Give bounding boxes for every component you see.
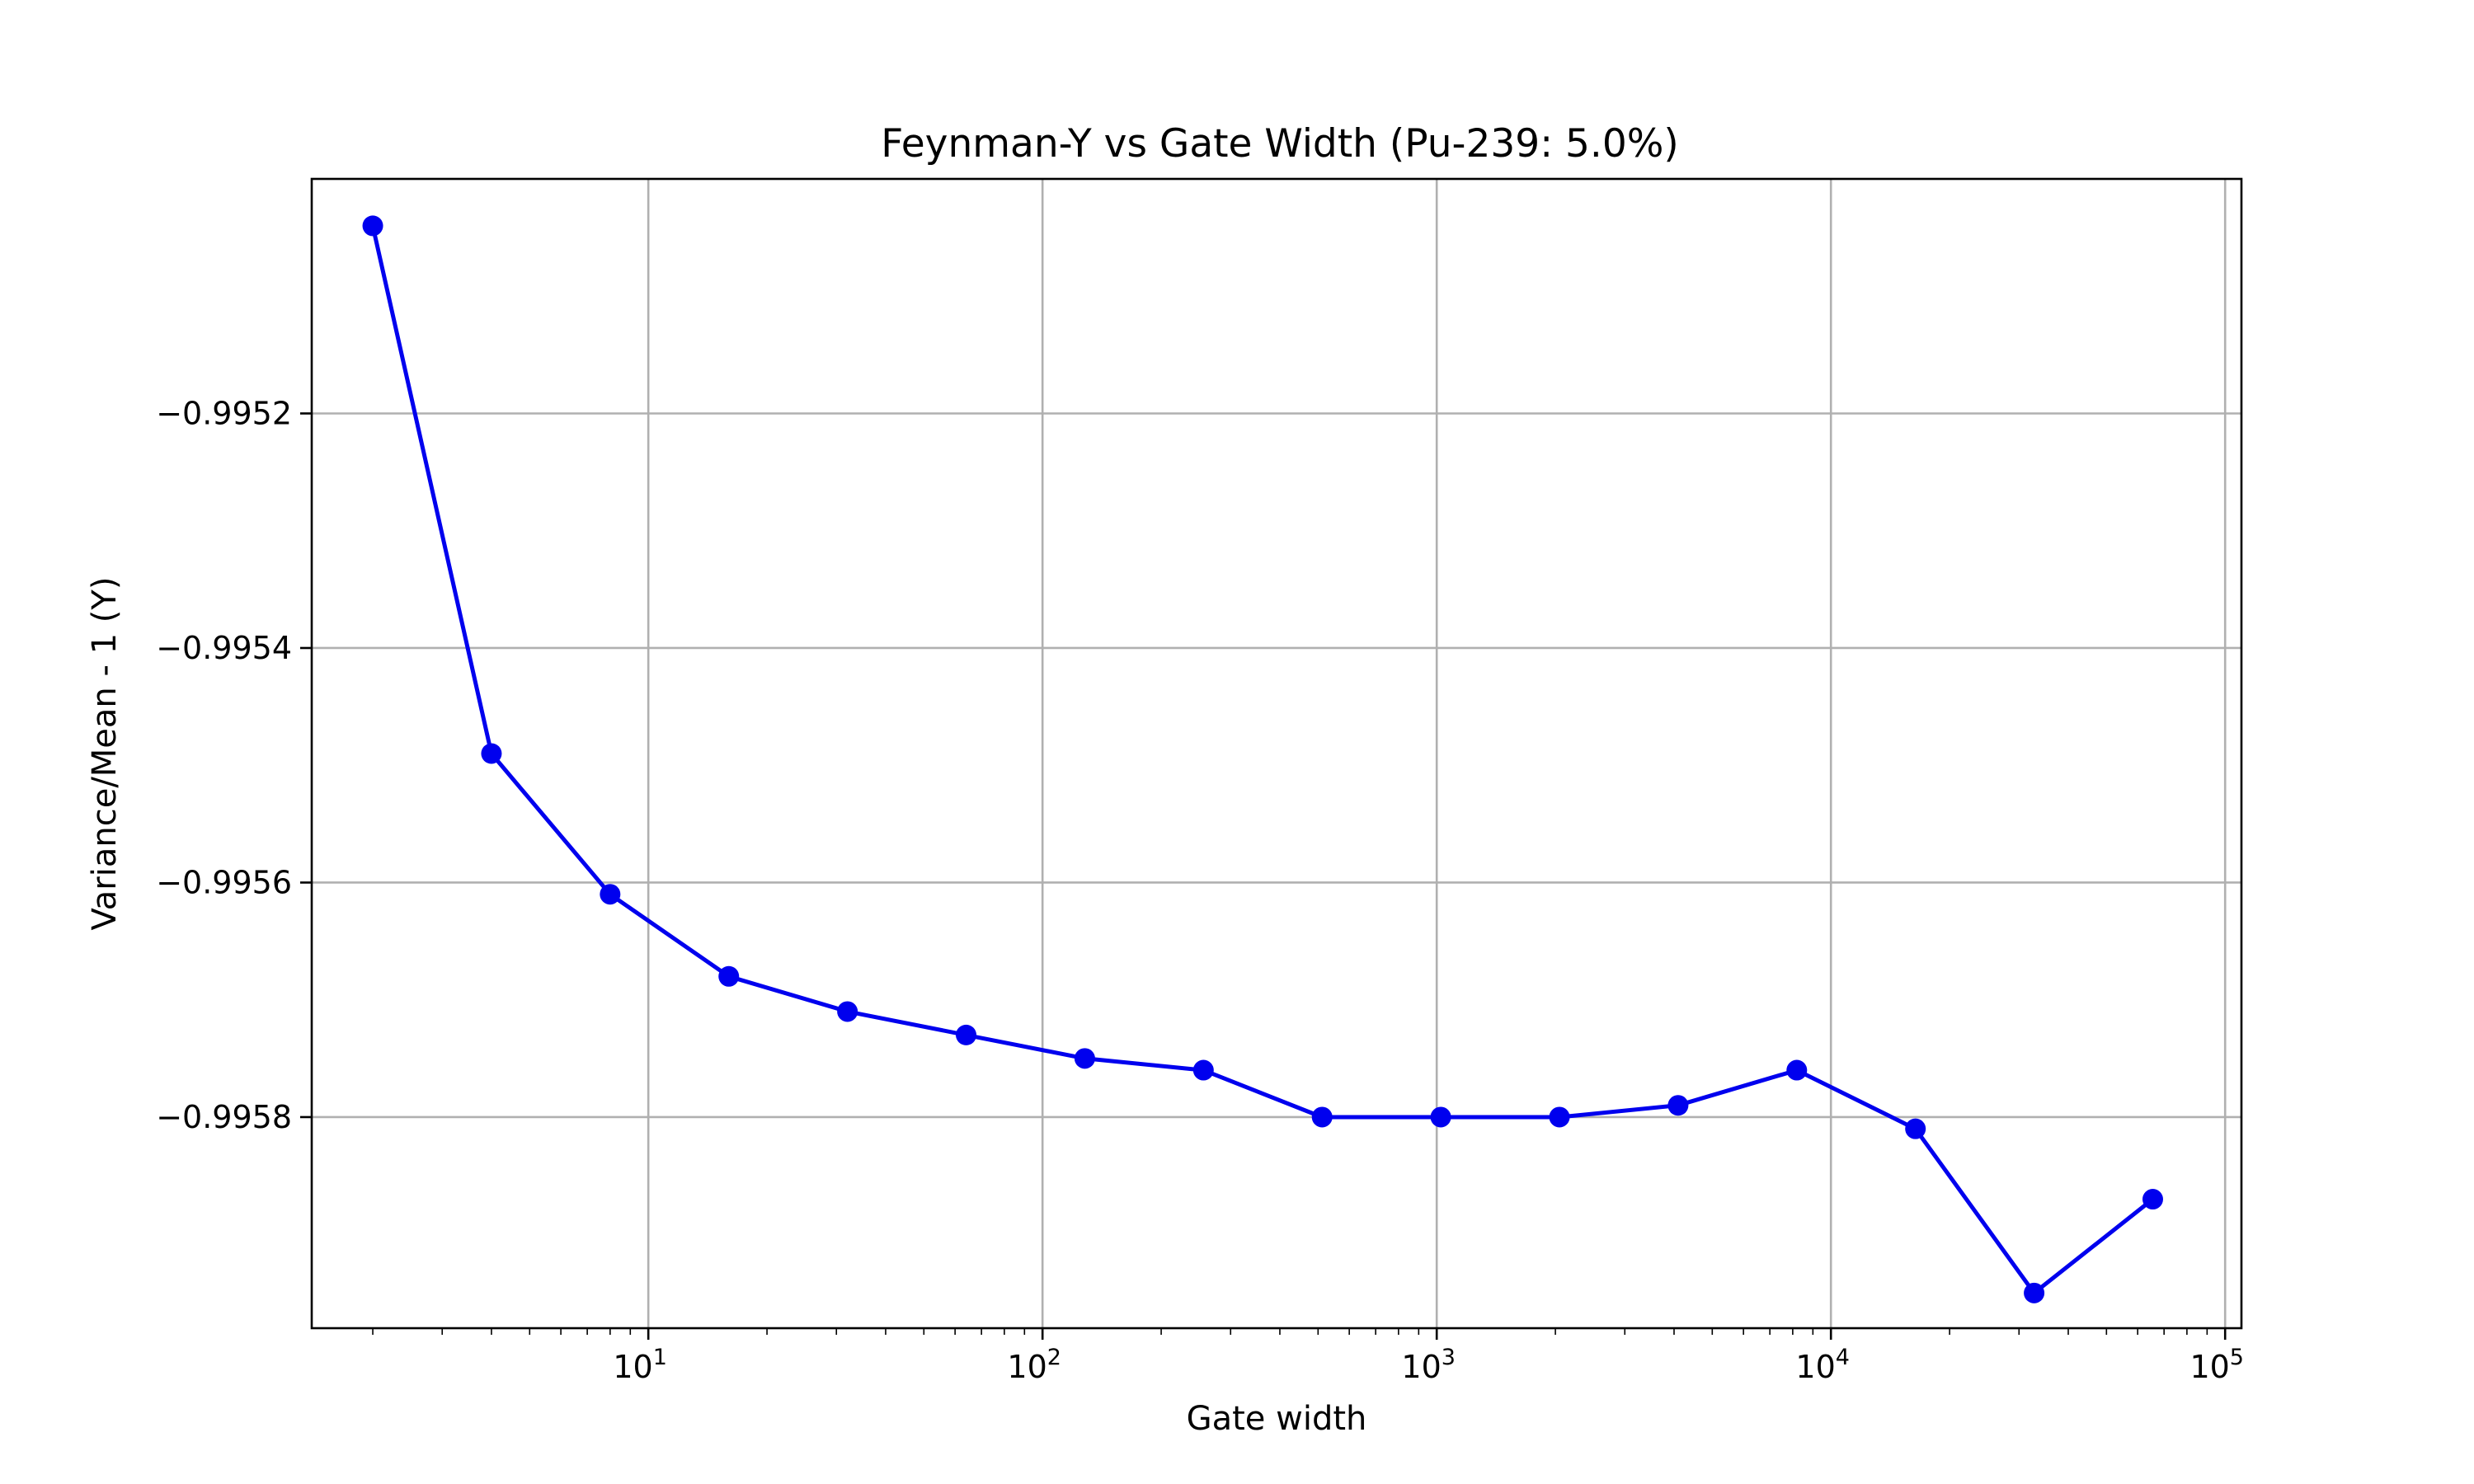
data-point xyxy=(1549,1106,1570,1128)
data-point xyxy=(1430,1106,1451,1128)
y-tick-label: −0.9954 xyxy=(156,630,292,666)
grid xyxy=(312,179,2241,1328)
data-point xyxy=(2024,1282,2045,1303)
x-tick-label: 105 xyxy=(2189,1345,2244,1385)
x-tick-label: 102 xyxy=(1007,1345,1061,1385)
data-point xyxy=(956,1024,977,1045)
data-point xyxy=(837,1001,858,1022)
y-tick-label: −0.9956 xyxy=(156,864,292,900)
data-point xyxy=(481,743,502,764)
data-point xyxy=(1786,1059,1808,1081)
data-point xyxy=(1311,1106,1333,1128)
x-axis-ticks: 101 102 103 104 105 xyxy=(613,1328,2244,1385)
data-point xyxy=(600,884,621,905)
y-tick-label: −0.9952 xyxy=(156,395,292,431)
data-point xyxy=(362,215,383,237)
x-minor-ticks xyxy=(372,1328,2208,1335)
data-point xyxy=(1905,1118,1926,1139)
data-point xyxy=(1074,1048,1095,1069)
y-tick-label: −0.9958 xyxy=(156,1099,292,1135)
x-tick-label: 103 xyxy=(1401,1345,1456,1385)
x-tick-label: 101 xyxy=(613,1345,667,1385)
x-axis-title: Gate width xyxy=(1187,1400,1367,1438)
series-layer xyxy=(362,215,2163,1303)
series-line xyxy=(370,225,2155,1295)
x-tick-label: 104 xyxy=(1795,1345,1850,1385)
chart-title: Feynman-Y vs Gate Width (Pu-239: 5.0%) xyxy=(881,121,1678,167)
data-point xyxy=(1192,1059,1214,1081)
plot-frame xyxy=(310,177,2243,1330)
y-axis-ticks: −0.9952 −0.9954 −0.9956 −0.9958 xyxy=(156,395,312,1135)
data-point xyxy=(718,965,740,987)
y-axis-title: Variance/Mean - 1 (Y) xyxy=(86,577,124,931)
data-point xyxy=(2142,1189,2163,1210)
data-point xyxy=(1667,1095,1689,1116)
